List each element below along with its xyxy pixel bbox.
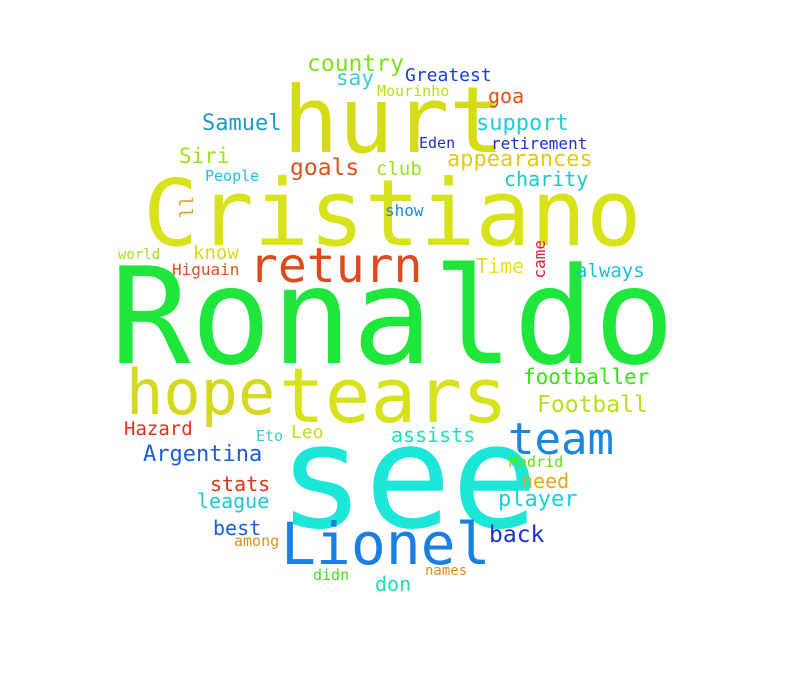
word-assists: assists (391, 423, 476, 447)
word-ll: ll (174, 196, 196, 219)
word-footballer: footballer (523, 365, 650, 389)
word-lionel: Lionel (281, 510, 491, 578)
word-eto: Eto (256, 427, 284, 445)
word-football: Football (537, 392, 648, 418)
word-return: return (249, 238, 423, 294)
word-league: league (197, 489, 270, 513)
word-always: always (576, 260, 645, 282)
word-team: team (508, 414, 614, 465)
word-cristiano: Cristiano (143, 160, 642, 267)
word-madrid: Madrid (509, 453, 564, 471)
word-best: best (213, 516, 262, 540)
word-goals: goals (290, 155, 360, 181)
word-time: Time (476, 254, 525, 278)
word-among: among (234, 532, 280, 550)
word-hurt: hurt (283, 67, 505, 174)
word-didn: didn (313, 566, 350, 584)
word-samuel: Samuel (202, 111, 282, 136)
word-names: names (425, 563, 468, 579)
word-don: don (375, 572, 412, 596)
word-ronaldo: Ronaldo (110, 239, 675, 395)
word-show: show (385, 201, 424, 220)
word-tears: tears (279, 351, 508, 440)
word-eden: Eden (419, 134, 456, 152)
word-hazard: Hazard (124, 418, 193, 440)
word-mourinho: Mourinho (377, 82, 450, 100)
word-club: club (376, 158, 422, 180)
word-need: need (521, 469, 570, 493)
word-argentina: Argentina (143, 442, 263, 467)
word-player: player (498, 487, 578, 512)
word-appearances: appearances (447, 147, 593, 172)
word-people: People (205, 167, 260, 185)
word-came: came (530, 240, 549, 279)
word-world: world (118, 247, 161, 263)
word-say: say (336, 66, 374, 90)
word-greatest: Greatest (405, 65, 492, 86)
word-siri: Siri (179, 144, 230, 168)
word-retirement: retirement (491, 134, 588, 153)
word-see: see (278, 393, 539, 561)
word-hope: hope (126, 356, 276, 429)
word-goa: goa (488, 84, 525, 108)
word-know: know (193, 242, 239, 264)
word-leo: Leo (291, 422, 324, 443)
word-country: country (307, 51, 404, 77)
word-back: back (489, 522, 545, 548)
word-charity: charity (504, 167, 589, 191)
word-support: support (476, 111, 569, 136)
word-stats: stats (210, 472, 271, 496)
word-higuain: Higuain (172, 260, 240, 279)
